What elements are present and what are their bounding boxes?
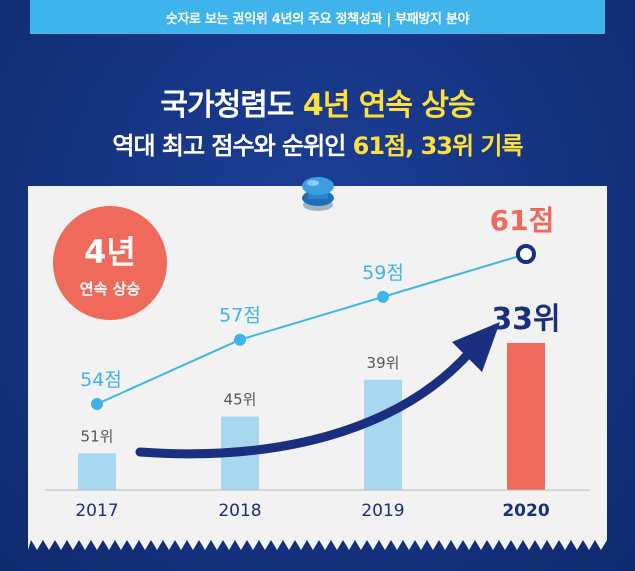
headline-line-2: 역대 최고 점수와 순위인 61점, 33위 기록 — [0, 126, 635, 161]
trend-arrow — [135, 322, 500, 459]
score-point-2018 — [234, 333, 246, 346]
trend-arrow-head — [452, 322, 500, 372]
badge-line-1: 4년 — [84, 233, 136, 271]
score-line: 54점 57점 59점 61점 — [80, 204, 554, 410]
badge: 4년 연속 상승 — [53, 206, 167, 320]
rank-bar-2017 — [78, 453, 116, 490]
score-point-2019 — [377, 290, 389, 303]
score-point-2020 — [516, 244, 536, 264]
headline-2-highlight: 61점, 33위 기록 — [352, 132, 524, 160]
rank-bars: 51위 45위 39위 33위 — [78, 302, 561, 490]
x-axis: 2017 2018 2019 2020 — [45, 489, 590, 521]
x-tick-2017: 2017 — [75, 501, 118, 521]
score-label-2019: 59점 — [362, 262, 404, 284]
paper-card — [28, 186, 607, 550]
x-tick-2019: 2019 — [361, 501, 404, 521]
rank-label-2017: 51위 — [81, 427, 114, 445]
score-label-2017: 54점 — [80, 369, 122, 391]
score-polyline — [96, 253, 527, 405]
score-label-2018: 57점 — [219, 305, 261, 327]
rank-bar-2019 — [364, 379, 402, 490]
top-banner: 숫자로 보는 권익위 4년의 주요 정책성과 | 부패방지 분야 — [30, 0, 605, 34]
rank-bar-2020 — [507, 343, 545, 490]
headline-1-highlight: 4년 연속 상승 — [302, 88, 476, 123]
trend-arrow-shaft — [135, 347, 475, 459]
headline-2-prefix: 역대 최고 점수와 순위인 — [112, 132, 353, 160]
x-tick-2020: 2020 — [502, 501, 549, 521]
badge-circle — [53, 206, 167, 320]
rank-label-2018: 45위 — [224, 391, 257, 409]
banner-text: 숫자로 보는 권익위 4년의 주요 정책성과 | 부패방지 분야 — [165, 11, 470, 27]
rank-label-2020: 33위 — [491, 302, 560, 337]
badge-line-2: 연속 상승 — [80, 280, 141, 298]
x-tick-2018: 2018 — [218, 501, 261, 521]
score-point-2017 — [91, 398, 103, 410]
score-label-2020: 61점 — [490, 204, 555, 237]
headline-1-prefix: 국가청렴도 — [160, 88, 303, 123]
pin-icon — [302, 177, 334, 211]
headline-line-1: 국가청렴도 4년 연속 상승 — [0, 80, 635, 124]
rank-label-2019: 39위 — [367, 354, 400, 372]
